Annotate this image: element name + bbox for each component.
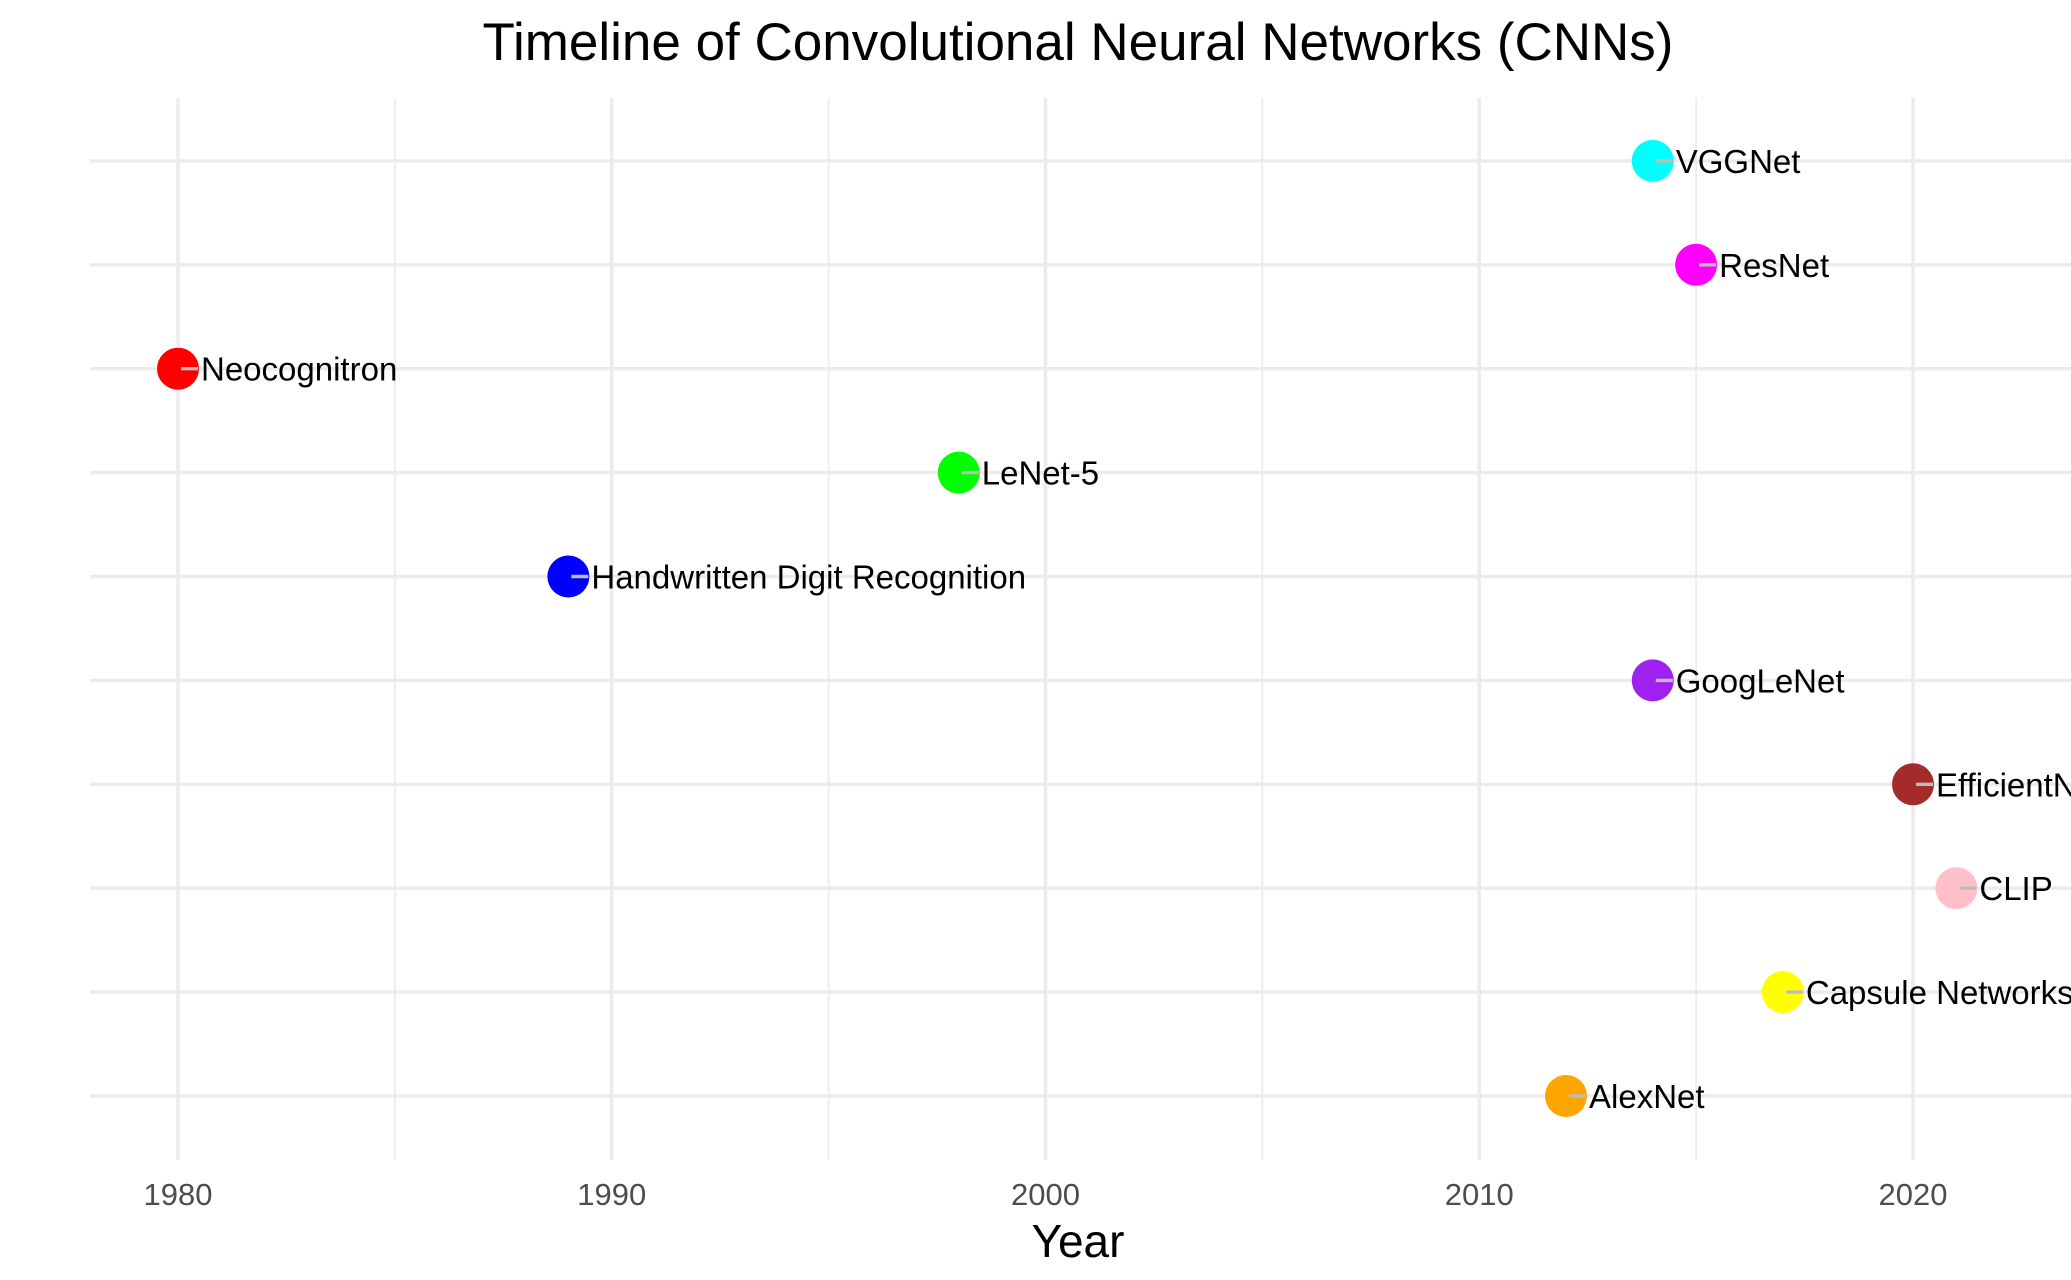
point-label-resnet: ResNet: [1719, 247, 1829, 284]
x-tick-label: 1980: [144, 1177, 213, 1212]
x-axis-label: Year: [1032, 1215, 1125, 1267]
point-alexnet: [1545, 1075, 1587, 1117]
point-label-capsule-networks: Capsule Networks: [1806, 974, 2071, 1011]
point-label-lenet-5: LeNet-5: [982, 455, 1099, 492]
point-capsule-networks: [1761, 971, 1804, 1014]
grid: [90, 98, 2071, 1160]
data-marks: Neocognitron Handwritten Digit Recognitio…: [157, 139, 2071, 1117]
x-tick-label: 2020: [1879, 1177, 1948, 1212]
point-label-neocognitron: Neocognitron: [201, 351, 397, 388]
point-efficientnet: [1892, 763, 1934, 806]
x-axis-ticks: 1980 1990 2000 2010 2020: [144, 1177, 1948, 1212]
point-label-handwritten-digit-recognition: Handwritten Digit Recognition: [591, 559, 1026, 596]
x-tick-label: 1990: [577, 1177, 646, 1212]
point-label-googlenet: GoogLeNet: [1676, 662, 1845, 699]
point-resnet: [1675, 243, 1718, 286]
point-label-vggnet: VGGNet: [1676, 143, 1801, 180]
point-neocognitron: [157, 347, 199, 390]
point-clip: [1935, 867, 1978, 910]
point-label-efficientnet: EfficientNet: [1936, 766, 2071, 803]
point-handwritten-digit-recognition: [547, 555, 590, 598]
x-tick-label: 2010: [1445, 1177, 1514, 1212]
point-lenet-5: [937, 451, 980, 494]
point-label-clip: CLIP: [1979, 870, 2052, 907]
point-googlenet: [1631, 659, 1674, 702]
point-label-alexnet: AlexNet: [1589, 1078, 1705, 1115]
x-tick-label: 2000: [1011, 1177, 1080, 1212]
chart-title: Timeline of Convolutional Neural Network…: [483, 13, 1674, 72]
point-vggnet: [1631, 139, 1674, 182]
